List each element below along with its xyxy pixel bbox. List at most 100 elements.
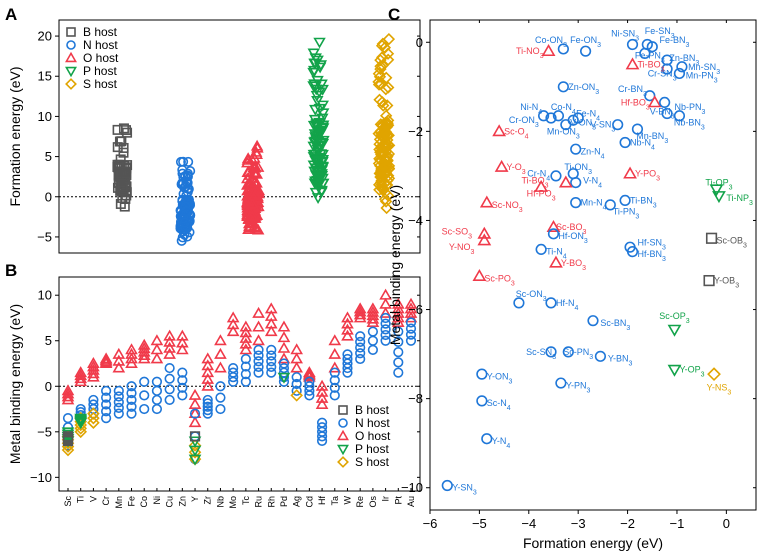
data-point-b-n — [164, 384, 175, 395]
data-point-b-n — [342, 349, 353, 360]
data-point-a-b — [115, 168, 126, 179]
legend-marker-s — [337, 456, 349, 468]
point-label: Y-BN3 — [608, 354, 633, 368]
x-tick-label: Ni — [152, 496, 162, 505]
data-point-c-n — [550, 170, 562, 182]
data-point-b-n — [228, 367, 239, 378]
data-point-b-n — [126, 381, 137, 392]
point-label: Sc-PN3 — [563, 347, 593, 361]
point-label: Sc-NO3 — [492, 200, 523, 214]
point-label: Y-BO3 — [561, 258, 586, 272]
data-point-b-o — [176, 329, 189, 341]
point-label: V-SN3 — [590, 120, 615, 134]
data-point-b-o — [214, 334, 227, 346]
data-point-a-o — [248, 151, 261, 163]
point-label: Y-NO3 — [449, 242, 475, 256]
data-point-c-n — [612, 119, 624, 131]
x-tick-label: V — [88, 496, 98, 502]
data-point-b-n — [215, 381, 226, 392]
data-point-b-n — [215, 392, 226, 403]
data-point-c-s — [707, 367, 721, 382]
point-label: Mn-SN3 — [688, 62, 720, 76]
point-label: Fe-SN3 — [645, 26, 675, 40]
legend-label: B host — [355, 403, 390, 417]
data-point-c-o — [477, 233, 492, 246]
data-point-b-n — [329, 390, 340, 401]
data-point-a-s — [382, 32, 396, 46]
data-point-a-s — [381, 53, 395, 66]
point-label: Sc-PO3 — [484, 273, 515, 287]
data-point-b-o — [239, 326, 253, 338]
data-point-b-n — [304, 381, 315, 392]
data-point-c-n — [552, 110, 565, 122]
data-point-b-n — [101, 399, 112, 410]
point-label: Mn-PN3 — [686, 71, 718, 85]
point-label: Ti-BO3 — [637, 60, 664, 74]
data-point-c-n — [594, 350, 607, 362]
data-point-b-o — [163, 329, 176, 341]
data-point-c-n — [476, 395, 488, 407]
point-label: Fe-BN3 — [660, 35, 690, 49]
data-point-a-s — [381, 47, 395, 60]
point-label: Mn-N4 — [581, 198, 607, 212]
data-point-b-o — [366, 309, 380, 321]
data-point-c-b — [705, 232, 718, 244]
data-point-a-p — [309, 187, 323, 199]
data-point-a-s — [376, 51, 389, 64]
data-point-b-n — [126, 401, 137, 412]
y-tick-label: −5 — [37, 229, 52, 244]
legend-label: N host — [83, 38, 118, 52]
data-point-a-n — [183, 156, 194, 167]
data-point-b-o — [366, 312, 380, 324]
y-tick-label: 0 — [45, 379, 52, 394]
data-point-a-n — [177, 232, 188, 243]
y-tick-label: 5 — [45, 149, 52, 164]
x-tick-label: Cr — [101, 496, 111, 506]
data-point-b-n — [253, 367, 264, 378]
point-label: Hf-SN3 — [637, 238, 666, 252]
data-point-b-o — [366, 315, 380, 327]
data-point-b-n — [253, 356, 264, 367]
data-point-b-n — [266, 344, 277, 355]
data-point-b-n — [101, 406, 112, 417]
data-point-a-s — [373, 183, 386, 196]
data-point-c-n — [659, 96, 671, 109]
data-point-a-s — [381, 99, 394, 112]
x-tick-label: Fe — [127, 496, 137, 507]
data-point-c-o — [472, 269, 487, 282]
data-point-a-o — [248, 185, 261, 197]
data-point-b-n — [278, 362, 290, 374]
data-point-b-n — [113, 402, 124, 414]
legend-marker-n — [338, 418, 348, 428]
data-point-a-b — [118, 147, 129, 158]
point-label: Y-NS3 — [707, 383, 732, 397]
x-tick-label: Os — [368, 496, 378, 508]
data-point-a-s — [380, 71, 393, 84]
data-point-a-s — [380, 201, 393, 215]
point-label: Sc-SN3 — [526, 347, 556, 361]
data-point-b-o — [112, 347, 126, 359]
y-tick-label: −6 — [408, 302, 423, 317]
data-point-b-n — [266, 350, 277, 361]
data-point-a-s — [379, 161, 392, 174]
data-point-b-o — [188, 388, 202, 400]
data-point-a-s — [376, 37, 390, 51]
data-point-a-o — [245, 210, 259, 222]
data-point-b-o — [137, 338, 151, 350]
point-label: Y-ON3 — [487, 371, 513, 385]
data-point-c-n — [631, 123, 644, 135]
data-point-c-n — [557, 43, 569, 55]
data-point-b-o — [290, 352, 303, 364]
data-point-a-n — [179, 217, 190, 228]
point-label: Ti-PN3 — [613, 207, 640, 221]
x-tick-label: Pd — [279, 496, 289, 507]
data-point-b-n — [367, 335, 378, 346]
data-point-b-n — [316, 422, 328, 433]
data-point-b-o — [188, 397, 202, 409]
data-point-b-o — [87, 370, 100, 382]
data-point-b-n — [240, 376, 251, 387]
data-point-b-o — [150, 352, 164, 364]
y-tick-label: 10 — [38, 109, 52, 124]
point-label: Sc-OP3 — [659, 311, 690, 325]
data-point-a-o — [241, 205, 254, 217]
